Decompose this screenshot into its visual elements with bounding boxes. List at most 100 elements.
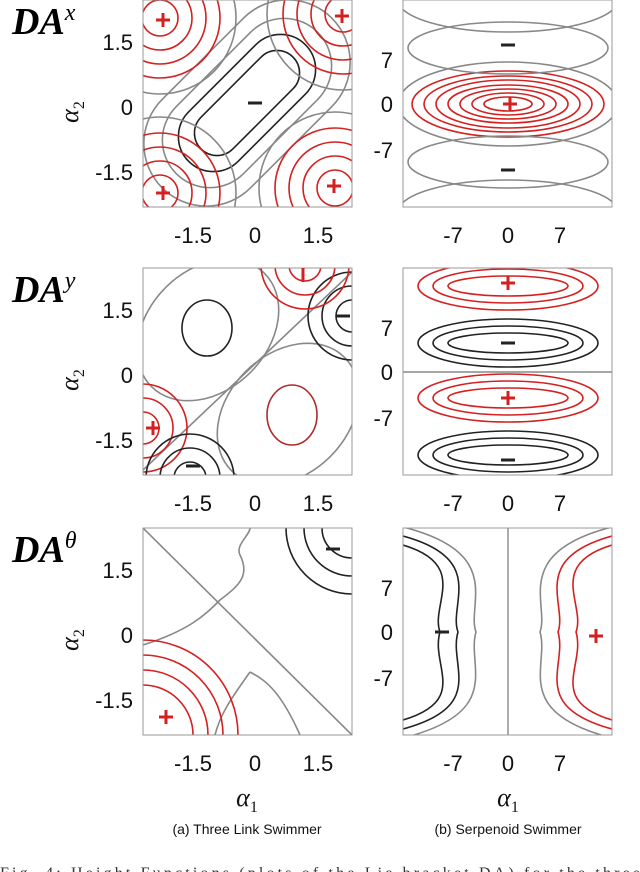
contour bbox=[159, 447, 221, 475]
contour bbox=[143, 0, 207, 65]
contour bbox=[447, 387, 569, 409]
x-tick-label: 0 bbox=[249, 751, 261, 776]
contour bbox=[214, 671, 251, 735]
contour-plot bbox=[143, 528, 352, 735]
y-tick-label: 0 bbox=[381, 92, 393, 117]
x-tick-label: 0 bbox=[502, 491, 514, 516]
contour bbox=[260, 268, 350, 310]
contour bbox=[407, 21, 609, 75]
contour bbox=[143, 528, 352, 735]
contour bbox=[417, 318, 599, 368]
plot-frame bbox=[402, 0, 613, 208]
contour-plot bbox=[403, 8, 612, 204]
figure-caption: Fig. 4: Height Functions (plots of the L… bbox=[0, 865, 640, 872]
contour bbox=[435, 79, 581, 129]
contour-plot bbox=[403, 268, 612, 475]
contour-plot bbox=[403, 528, 612, 735]
contour bbox=[411, 70, 605, 138]
x-axis-sub: 1 bbox=[511, 799, 519, 816]
y-tick-label: -7 bbox=[373, 666, 393, 691]
row-label-sup: θ bbox=[65, 528, 77, 554]
contour bbox=[321, 285, 352, 347]
plot-frame bbox=[402, 267, 613, 476]
contour bbox=[249, 671, 301, 735]
contour bbox=[143, 0, 179, 37]
x-tick-label: 0 bbox=[249, 223, 261, 248]
contour bbox=[423, 75, 593, 133]
y-tick-label: 0 bbox=[121, 95, 133, 120]
contour bbox=[288, 141, 352, 207]
contour bbox=[266, 0, 352, 91]
contour bbox=[143, 132, 221, 207]
x-tick-label: 1.5 bbox=[303, 223, 334, 248]
contour bbox=[177, 33, 317, 173]
x-tick-label: 0 bbox=[502, 223, 514, 248]
x-tick-label: 1.5 bbox=[303, 751, 334, 776]
y-tick-label: -1.5 bbox=[95, 688, 133, 713]
contour bbox=[403, 8, 612, 33]
contour bbox=[274, 127, 352, 207]
contour bbox=[302, 155, 352, 207]
contour bbox=[282, 0, 352, 75]
contour bbox=[447, 444, 569, 466]
y-axis-symbol: α bbox=[55, 108, 84, 123]
contour bbox=[432, 380, 584, 416]
y-tick-label: 0 bbox=[381, 620, 393, 645]
contour bbox=[143, 268, 280, 402]
x-tick-label: 1.5 bbox=[303, 491, 334, 516]
x-tick-label: 7 bbox=[554, 223, 566, 248]
row-label-sup: x bbox=[64, 0, 76, 26]
contour bbox=[432, 437, 584, 473]
y-tick-label: 1.5 bbox=[102, 558, 133, 583]
contour bbox=[143, 0, 237, 95]
y-tick-label: -1.5 bbox=[95, 428, 133, 453]
x-tick-label: -1.5 bbox=[174, 491, 212, 516]
contour bbox=[296, 0, 352, 61]
contour-plot bbox=[143, 268, 352, 475]
x-tick-label: -7 bbox=[443, 223, 463, 248]
contour bbox=[143, 0, 221, 79]
contour bbox=[417, 373, 599, 423]
x-tick-label: -7 bbox=[443, 751, 463, 776]
y-axis-symbol: α bbox=[55, 636, 84, 651]
contour bbox=[143, 397, 174, 459]
contour bbox=[143, 0, 193, 51]
contour-plot bbox=[143, 0, 352, 207]
contour bbox=[483, 96, 533, 112]
contour bbox=[143, 160, 193, 207]
row-label: DAy bbox=[11, 268, 76, 311]
y-tick-label: 0 bbox=[121, 363, 133, 388]
contour bbox=[447, 332, 569, 354]
contour bbox=[407, 135, 609, 189]
x-axis-label: α1 bbox=[236, 783, 258, 816]
contour bbox=[447, 84, 569, 124]
y-tick-label: 7 bbox=[381, 316, 393, 341]
contour bbox=[143, 116, 237, 207]
contour bbox=[403, 61, 612, 147]
y-axis-symbol: α bbox=[55, 376, 84, 391]
contour bbox=[266, 384, 318, 446]
x-axis-label: α1 bbox=[497, 783, 519, 816]
contour bbox=[143, 146, 207, 207]
contour bbox=[459, 88, 557, 120]
contour bbox=[432, 268, 584, 304]
contour bbox=[143, 271, 352, 471]
plot-frame bbox=[142, 0, 353, 208]
contour bbox=[471, 92, 545, 116]
contour bbox=[572, 544, 612, 721]
subcaption: (b) Serpenoid Swimmer bbox=[434, 821, 581, 837]
plot-frame bbox=[142, 267, 353, 476]
y-tick-label: 0 bbox=[121, 623, 133, 648]
plot-frame bbox=[402, 527, 613, 736]
contour bbox=[432, 325, 584, 361]
plot-frame bbox=[142, 527, 353, 736]
x-tick-label: 0 bbox=[502, 751, 514, 776]
contour bbox=[181, 299, 233, 357]
x-axis-symbol: α bbox=[236, 783, 251, 812]
contour bbox=[143, 174, 179, 207]
subcaption: (a) Three Link Swimmer bbox=[172, 821, 321, 837]
x-axis-symbol: α bbox=[497, 783, 512, 812]
